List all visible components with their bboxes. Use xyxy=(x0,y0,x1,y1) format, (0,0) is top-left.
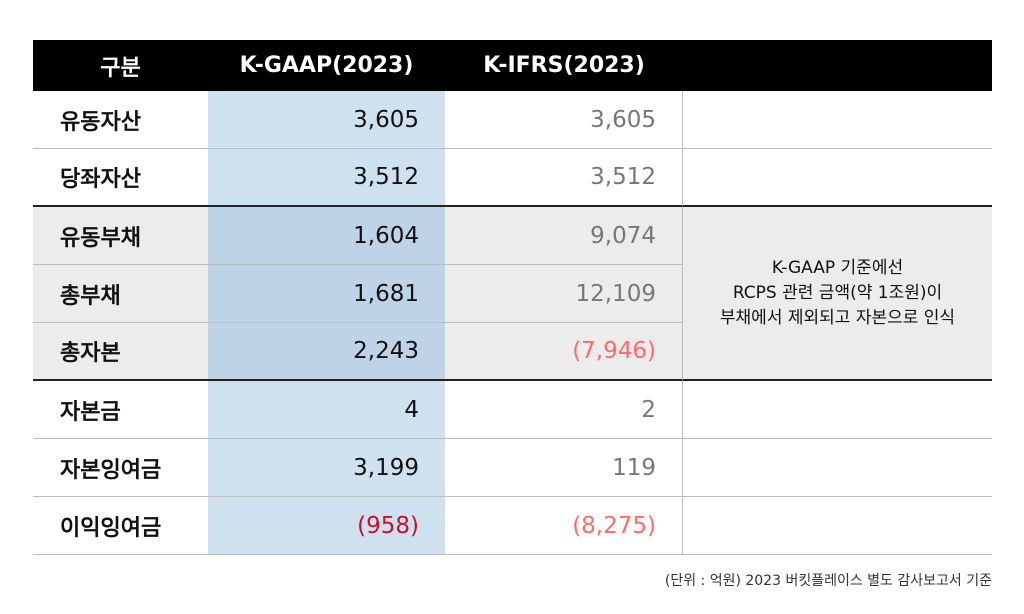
rcps-note: K-GAAP 기준에선 RCPS 관련 금액(약 1조원)이 부채에서 제외되고… xyxy=(683,207,992,381)
row-label: 당좌자산 xyxy=(33,149,208,207)
row-label: 유동부채 xyxy=(33,207,208,265)
kgaap-value: 1,604 xyxy=(208,207,445,265)
kifrs-value-negative: (8,275) xyxy=(445,497,683,555)
header-note xyxy=(683,40,992,91)
row-label: 자본금 xyxy=(33,381,208,439)
header-kgaap: K-GAAP(2023) xyxy=(208,40,445,91)
note-line: RCPS 관련 금액(약 1조원)이 xyxy=(732,282,943,303)
kifrs-value: 3,512 xyxy=(445,149,683,207)
kifrs-value: 12,109 xyxy=(445,265,683,323)
kgaap-value-negative: (958) xyxy=(208,497,445,555)
kgaap-value: 4 xyxy=(208,381,445,439)
kgaap-value: 2,243 xyxy=(208,323,445,381)
kifrs-value-negative: (7,946) xyxy=(445,323,683,381)
source-footnote: (단위 : 억원) 2023 버킷플레이스 별도 감사보고서 기준 xyxy=(664,573,992,589)
kgaap-value: 3,199 xyxy=(208,439,445,497)
header-kifrs: K-IFRS(2023) xyxy=(445,40,683,91)
note-line: 부채에서 제외되고 자본으로 인식 xyxy=(719,307,956,328)
kifrs-value: 2 xyxy=(445,381,683,439)
row-label: 유동자산 xyxy=(33,91,208,149)
kifrs-value: 3,605 xyxy=(445,91,683,149)
header-category: 구분 xyxy=(33,40,208,91)
kifrs-value: 9,074 xyxy=(445,207,683,265)
note-cell-empty xyxy=(683,149,992,207)
kgaap-value: 1,681 xyxy=(208,265,445,323)
note-cell-empty xyxy=(683,91,992,149)
row-label: 총자본 xyxy=(33,323,208,381)
comparison-table: 구분 K-GAAP(2023) K-IFRS(2023) 유동자산 3,605 … xyxy=(33,40,992,555)
row-label: 이익잉여금 xyxy=(33,497,208,555)
kifrs-value: 119 xyxy=(445,439,683,497)
note-cell-empty xyxy=(683,497,992,555)
row-label: 총부채 xyxy=(33,265,208,323)
row-label: 자본잉여금 xyxy=(33,439,208,497)
note-line: K-GAAP 기준에선 xyxy=(771,257,904,278)
note-cell-empty xyxy=(683,439,992,497)
kgaap-value: 3,605 xyxy=(208,91,445,149)
note-cell-empty xyxy=(683,381,992,439)
kgaap-value: 3,512 xyxy=(208,149,445,207)
